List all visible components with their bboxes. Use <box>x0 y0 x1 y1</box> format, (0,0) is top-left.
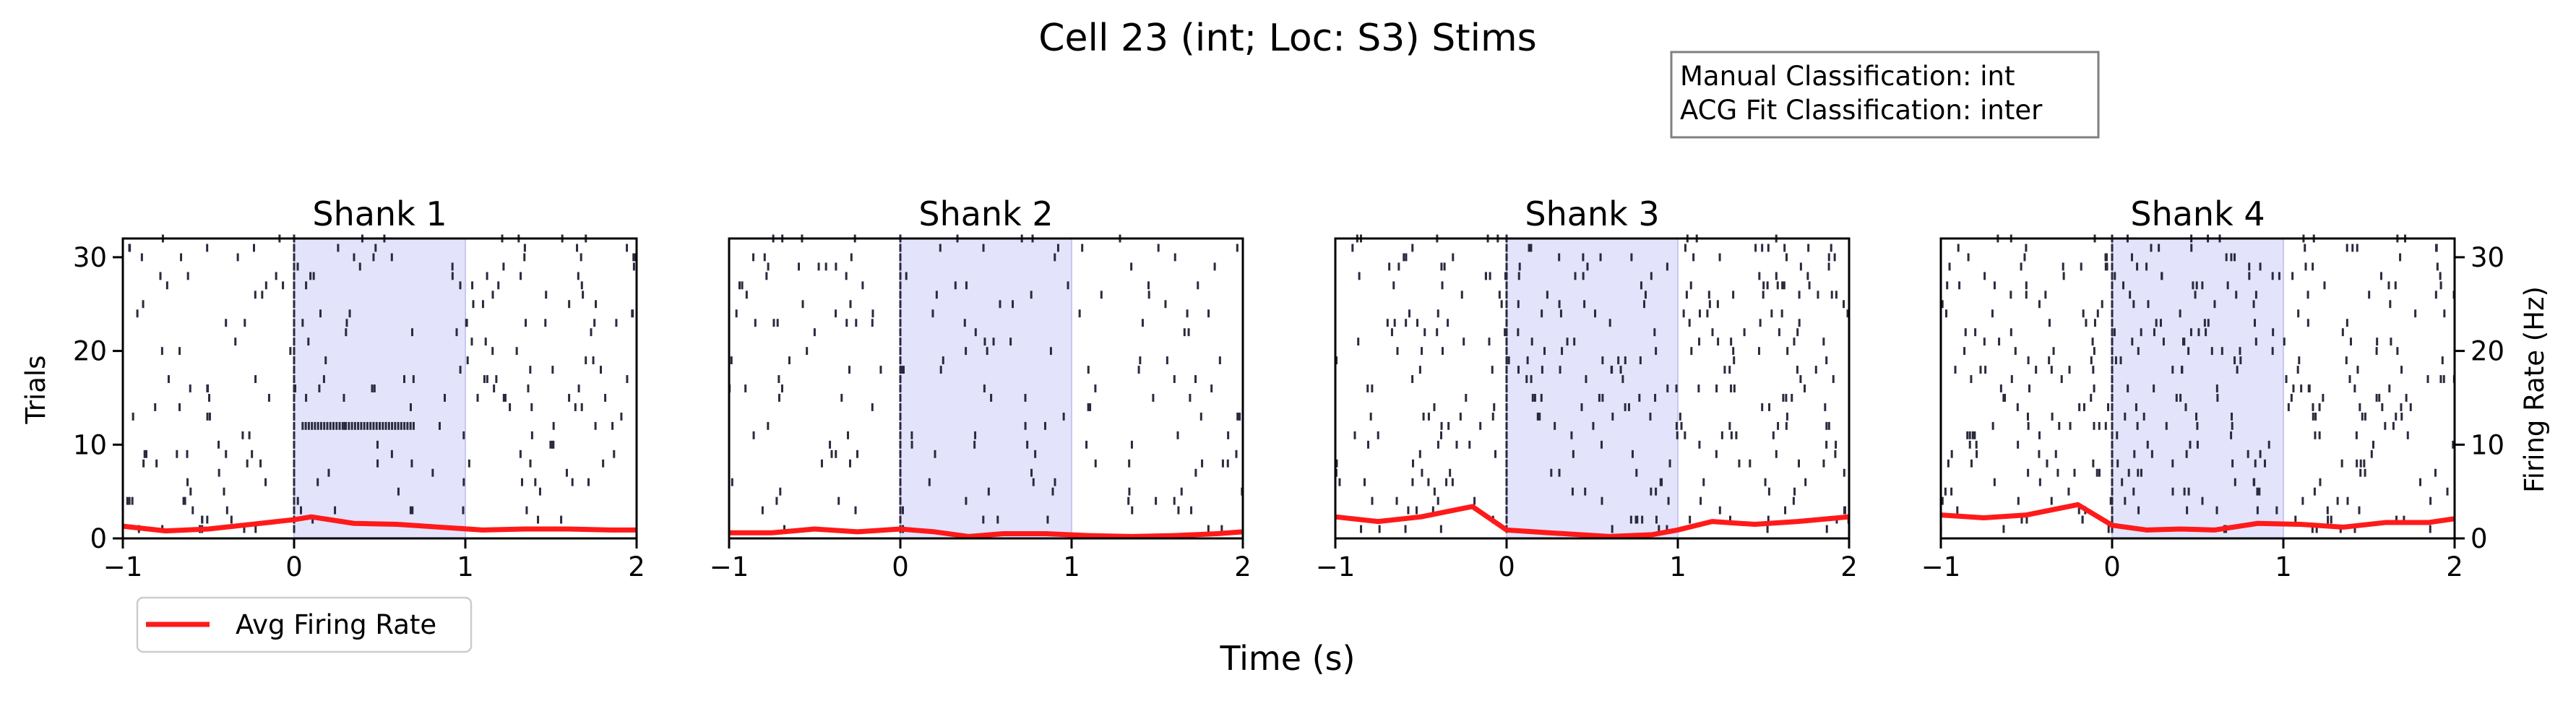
firing-rate-line <box>1335 504 1850 539</box>
panel-frame <box>1939 237 2456 540</box>
x-tick-label: 1 <box>457 551 474 582</box>
y-tick-label: 10 <box>73 429 107 460</box>
firing-rate-axis-label: Firing Rate (Hz) <box>2519 286 2550 493</box>
x-tick-label: 1 <box>1669 551 1687 582</box>
x-tick-label: −1 <box>1921 551 1961 582</box>
x-tick-label: 1 <box>2275 551 2292 582</box>
x-tick-label: 2 <box>1234 551 1252 582</box>
x-tick-label: 0 <box>892 551 909 582</box>
spike-raster <box>1335 234 1850 533</box>
x-tick-label: −1 <box>1316 551 1356 582</box>
y-tick-label: 10 <box>2471 429 2504 460</box>
stim-window-shade <box>1506 238 1679 539</box>
panel-title: Shank 2 <box>918 194 1053 233</box>
x-tick-label: −1 <box>103 551 143 582</box>
spike-raster <box>1939 234 2455 533</box>
figure-title: Cell 23 (int; Loc: S3) Stims <box>1038 17 1537 60</box>
y-tick-label: 20 <box>73 336 107 367</box>
shank-panel-3: Shank 3 −1 0 1 2 <box>1316 194 1858 582</box>
spike-raster <box>126 234 636 533</box>
firing-rate-line <box>122 514 637 534</box>
trials-axis-label: Trials <box>20 356 51 425</box>
panel-frame <box>1334 237 1851 540</box>
panel-frame <box>728 237 1244 540</box>
x-tick-label: 0 <box>2103 551 2121 582</box>
y-tick-label: 30 <box>73 242 107 273</box>
firing-rate-line <box>1940 502 2455 533</box>
shank-panel-2: Shank 2 −1 0 1 2 <box>710 194 1252 582</box>
x-tick-label: 2 <box>1840 551 1858 582</box>
y-tick-label: 20 <box>2471 336 2504 367</box>
x-tick-label: 0 <box>1498 551 1515 582</box>
panel-title: Shank 4 <box>2130 194 2265 233</box>
x-tick-label: −1 <box>710 551 749 582</box>
manual-classification-text: Manual Classification: int <box>1680 61 2015 92</box>
x-tick-label: 2 <box>2446 551 2463 582</box>
legend-label: Avg Firing Rate <box>236 609 436 640</box>
stim-window-shade <box>900 238 1072 539</box>
classification-box: Manual Classification: int ACG Fit Class… <box>1670 51 2100 139</box>
x-tick-label: 2 <box>628 551 645 582</box>
x-tick-label: 1 <box>1063 551 1080 582</box>
firing-rate-line <box>729 526 1244 539</box>
legend: Avg Firing Rate <box>136 596 473 653</box>
y-tick-label: 0 <box>2471 523 2488 554</box>
time-axis-label: Time (s) <box>1219 639 1355 678</box>
x-tick-label: 0 <box>285 551 303 582</box>
spike-raster <box>728 234 1244 533</box>
panel-frame <box>121 237 638 540</box>
classification-box-frame <box>1670 51 2100 139</box>
y-tick-label: 30 <box>2471 242 2504 273</box>
acg-classification-text: ACG Fit Classification: inter <box>1680 95 2043 126</box>
legend-frame <box>136 596 473 653</box>
stim-window-shade <box>293 238 466 539</box>
panel-title: Shank 1 <box>312 194 447 233</box>
y-tick-label: 0 <box>90 523 107 554</box>
panel-title: Shank 3 <box>1525 194 1659 233</box>
